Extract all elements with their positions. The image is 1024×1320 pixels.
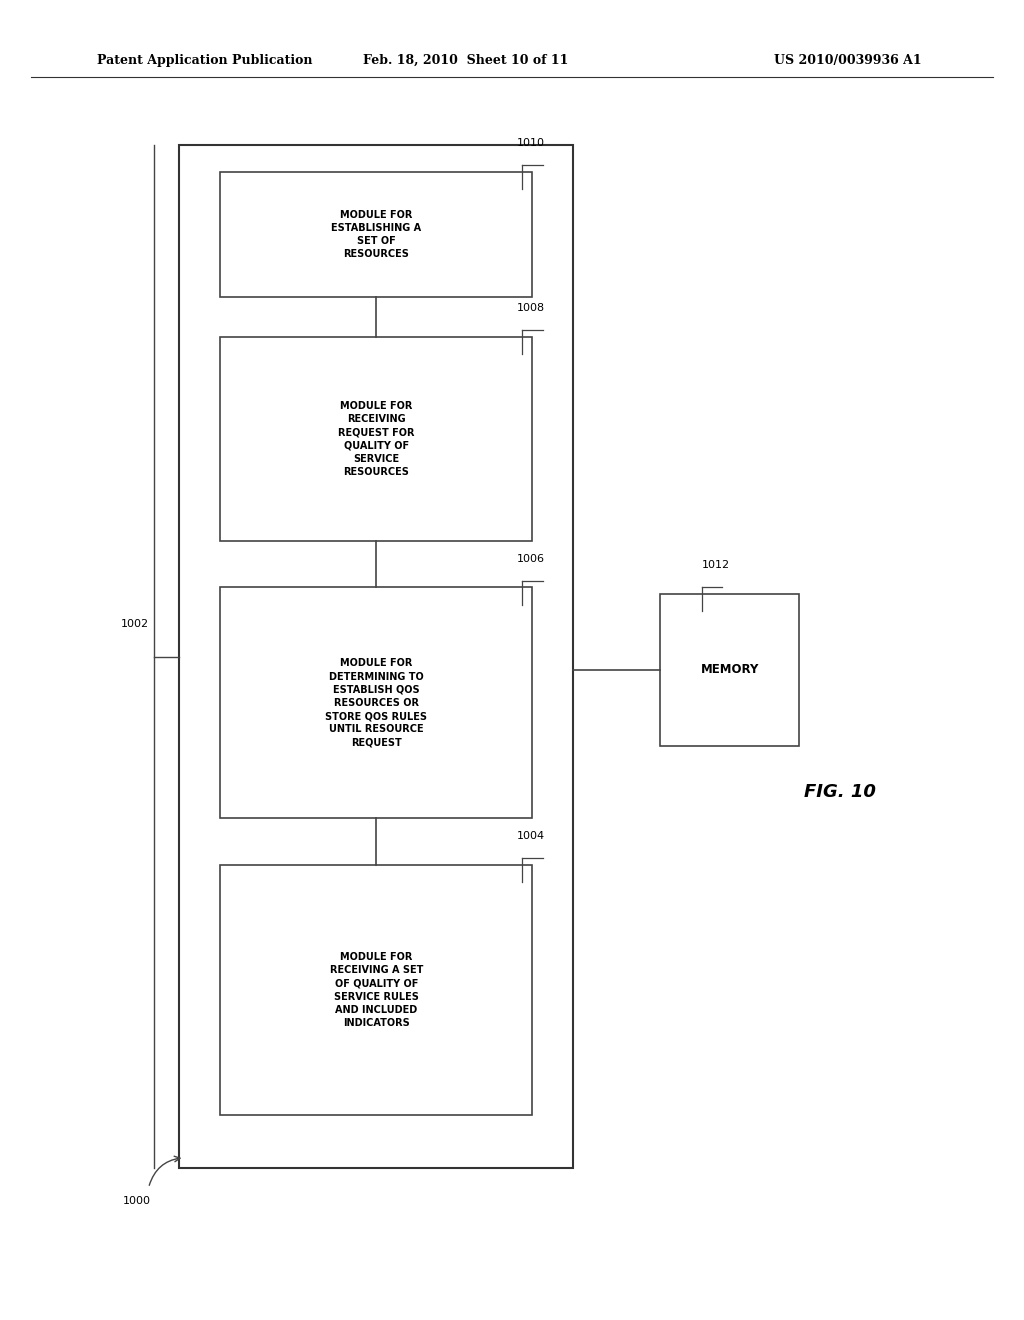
Text: 1010: 1010 (517, 137, 545, 148)
Text: Feb. 18, 2010  Sheet 10 of 11: Feb. 18, 2010 Sheet 10 of 11 (364, 54, 568, 67)
Text: 1000: 1000 (123, 1196, 151, 1206)
Text: US 2010/0039936 A1: US 2010/0039936 A1 (774, 54, 922, 67)
Text: 1002: 1002 (121, 619, 148, 628)
Text: FIG. 10: FIG. 10 (804, 783, 876, 801)
Bar (179, 145, 573, 1168)
Text: 1004: 1004 (517, 830, 545, 841)
Text: Patent Application Publication: Patent Application Publication (97, 54, 312, 67)
Text: MEMORY: MEMORY (700, 664, 759, 676)
Text: MODULE FOR
DETERMINING TO
ESTABLISH QOS
RESOURCES OR
STORE QOS RULES
UNTIL RESOU: MODULE FOR DETERMINING TO ESTABLISH QOS … (326, 659, 427, 747)
Bar (660, 594, 799, 746)
Bar (220, 865, 532, 1115)
Text: 1006: 1006 (517, 553, 545, 564)
Text: 1008: 1008 (517, 302, 545, 313)
Bar (220, 587, 532, 818)
Bar (220, 337, 532, 541)
Text: MODULE FOR
RECEIVING A SET
OF QUALITY OF
SERVICE RULES
AND INCLUDED
INDICATORS: MODULE FOR RECEIVING A SET OF QUALITY OF… (330, 952, 423, 1028)
Text: MODULE FOR
RECEIVING
REQUEST FOR
QUALITY OF
SERVICE
RESOURCES: MODULE FOR RECEIVING REQUEST FOR QUALITY… (338, 401, 415, 477)
Text: MODULE FOR
ESTABLISHING A
SET OF
RESOURCES: MODULE FOR ESTABLISHING A SET OF RESOURC… (331, 210, 422, 259)
Bar (220, 172, 532, 297)
Text: 1012: 1012 (702, 560, 730, 570)
